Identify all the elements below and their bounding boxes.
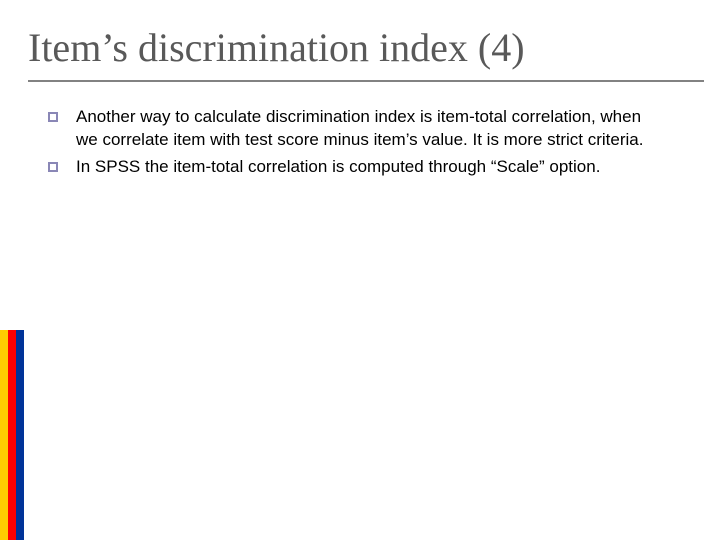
slide-title: Item’s discrimination index (4) [28, 26, 692, 70]
slide: Item’s discrimination index (4) Another … [0, 0, 720, 540]
title-underline [28, 80, 704, 82]
accent-bar-yellow [0, 330, 8, 540]
list-item: Another way to calculate discrimination … [48, 106, 664, 152]
square-bullet-icon [48, 162, 58, 172]
bullet-text: In SPSS the item-total correlation is co… [76, 156, 664, 179]
square-bullet-icon [48, 112, 58, 122]
bullet-text: Another way to calculate discrimination … [76, 106, 664, 152]
accent-bar-blue [16, 330, 24, 540]
title-block: Item’s discrimination index (4) [28, 26, 692, 70]
accent-bar-red [8, 330, 16, 540]
content-area: Another way to calculate discrimination … [48, 106, 664, 183]
list-item: In SPSS the item-total correlation is co… [48, 156, 664, 179]
accent-bars [0, 330, 24, 540]
